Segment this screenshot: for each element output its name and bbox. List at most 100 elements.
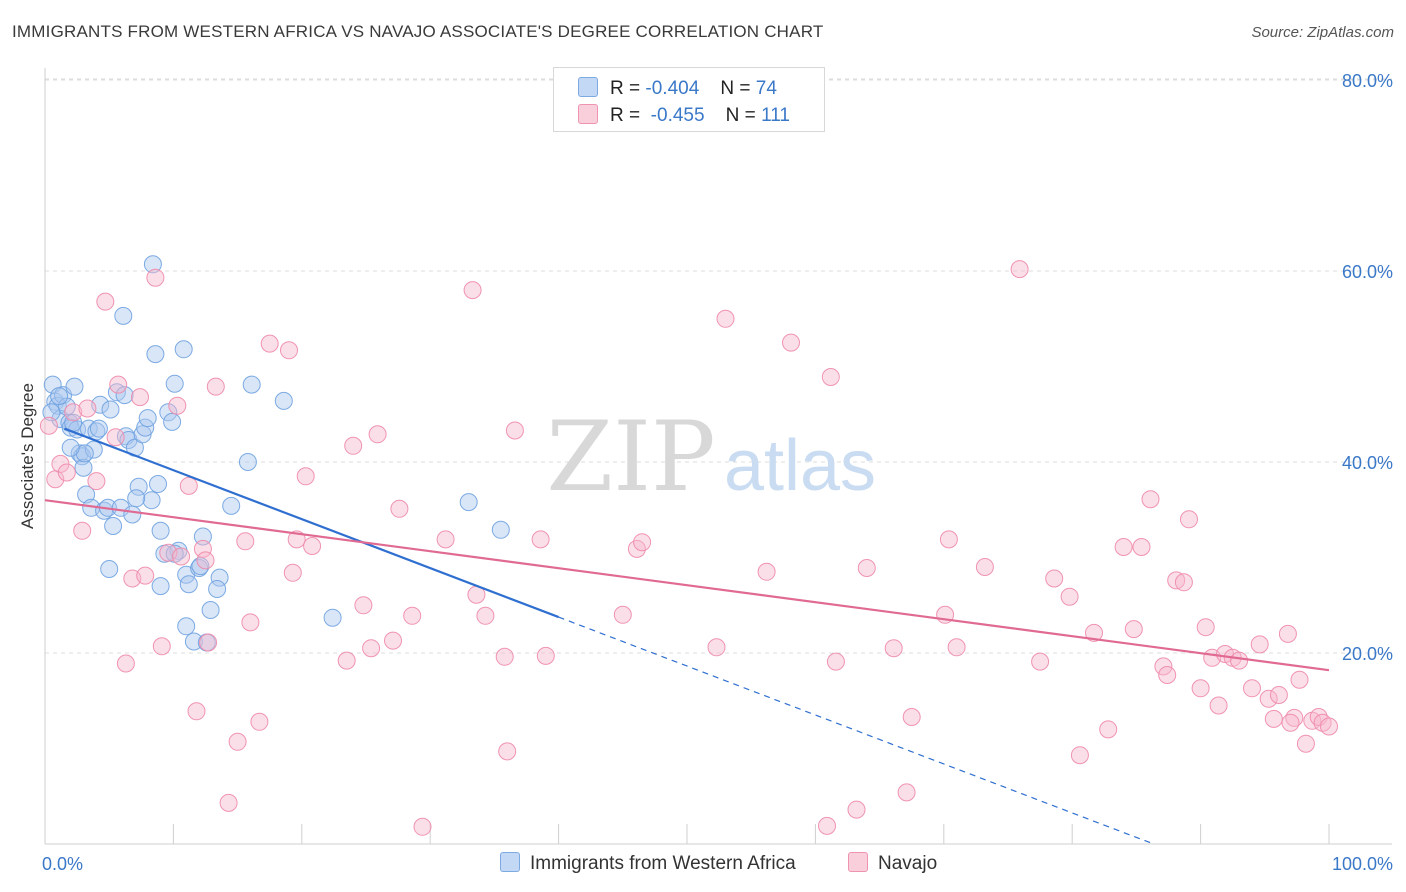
y-tick-label: 80.0% [1342,71,1393,91]
x-tick-label: 0.0% [42,854,83,874]
point-navajo [536,646,555,665]
watermark-atlas: atlas [724,426,876,506]
point-navajo [1196,618,1215,637]
point-navajo [1290,670,1309,689]
point-western-africa [163,412,182,431]
tick-labels: 20.0% 40.0% 60.0% 80.0% 0.0% 100.0% [42,71,1393,874]
point-western-africa [151,521,170,540]
point-navajo [236,532,255,551]
trend-lines [44,427,1330,845]
point-navajo [436,530,455,549]
point-western-africa [193,527,212,546]
point-western-africa [104,517,123,535]
point-navajo [884,639,903,658]
legend-r-value: -0.455 [650,105,705,126]
point-navajo [96,292,115,311]
legend-n-value: 111 [761,105,790,126]
point-navajo [1045,569,1064,588]
point-western-africa [77,485,96,504]
point-navajo [228,732,247,751]
point-western-africa [70,444,89,463]
point-navajo [613,605,632,624]
point-navajo [847,800,866,819]
point-navajo [782,333,800,352]
point-western-africa [208,580,227,598]
point-navajo [303,537,322,555]
point-navajo [109,375,128,394]
watermark: ZIP atlas [546,401,876,513]
point-western-africa [123,505,142,524]
point-navajo [1167,571,1186,590]
point-navajo [757,562,776,581]
watermark-zip: ZIP [546,401,715,513]
point-navajo [73,521,92,540]
point-western-africa [146,345,165,364]
point-navajo [187,702,206,721]
point-western-africa [210,568,229,587]
trend-line-western-africa-dashed [558,616,1154,845]
y-axis-label: Associate's Degree [18,383,37,529]
point-navajo [413,817,432,836]
point-western-africa [89,419,108,438]
point-navajo [707,638,726,657]
point-western-africa [138,409,157,428]
point-navajo [146,268,165,287]
trend-line-western-africa [63,427,559,619]
point-western-africa [74,458,93,477]
point-navajo [193,539,212,558]
point-navajo [168,396,187,415]
point-western-africa [115,386,134,405]
point-navajo [1209,696,1228,715]
point-navajo [1269,686,1288,704]
point-navajo [384,631,402,650]
point-navajo [116,654,135,673]
point-western-africa [179,575,198,594]
point-navajo [64,403,83,422]
point-navajo [87,472,106,491]
point-navajo [897,783,916,802]
point-navajo [283,563,302,582]
legend-r-value: -0.404 [645,78,700,99]
point-western-africa [114,306,133,325]
point-western-africa [101,400,120,419]
point-navajo [403,606,422,625]
point-navajo [250,712,269,731]
point-navajo [219,793,238,812]
point-navajo [1060,587,1079,606]
point-western-africa [129,477,148,496]
legend-row-western-africa: R = -0.404 N = 74 [578,77,777,101]
point-navajo [199,633,218,652]
axes [44,68,1392,845]
point-navajo [716,309,735,328]
legend-swatch-blue [578,77,598,97]
point-navajo [857,559,876,577]
point-western-africa [238,453,257,471]
point-navajo [633,533,652,552]
point-navajo [498,742,517,761]
point-western-africa [151,577,170,596]
legend-n-value: 74 [755,78,777,99]
point-western-africa [142,491,161,510]
point-navajo [106,428,125,447]
point-western-africa [48,396,67,415]
point-navajo [57,463,76,482]
point-navajo [505,421,524,440]
chart-title: IMMIGRANTS FROM WESTERN AFRICA VS NAVAJO… [12,22,824,41]
point-navajo [241,613,260,632]
point-navajo [826,652,845,671]
point-navajo [78,399,97,418]
point-navajo [1114,538,1133,556]
point-navajo [1099,720,1118,739]
point-navajo [1010,260,1029,279]
point-navajo [1230,651,1249,670]
point-navajo [152,637,171,656]
y-tick-label: 40.0% [1342,453,1393,473]
point-navajo [390,499,409,518]
point-western-africa [100,560,119,578]
source-label: Source: ZipAtlas.com [1251,24,1394,41]
point-navajo [179,476,198,495]
x-tick-label: 100.0% [1332,854,1393,874]
point-western-africa [42,403,61,422]
point-western-africa [459,493,478,512]
point-western-africa [65,377,84,396]
